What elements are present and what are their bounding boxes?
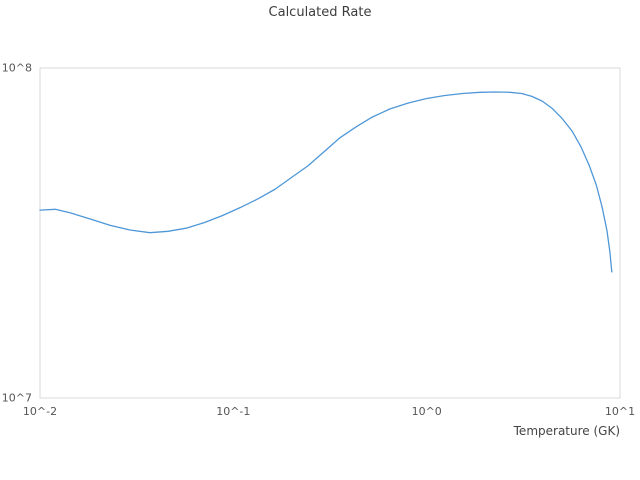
plot-border: [39, 67, 621, 399]
x-tick-label: 10^1: [604, 405, 636, 418]
x-tick-label: 10^-2: [22, 405, 58, 418]
chart-title: Calculated Rate: [268, 5, 372, 20]
rate-curve: [39, 91, 613, 273]
x-axis-label: Temperature (GK): [513, 424, 620, 438]
x-tick-label: 10^0: [411, 405, 442, 418]
y-tick-label: 10^8: [1, 61, 32, 75]
x-tick-label: 10^-1: [216, 405, 251, 418]
y-tick-label: 10^7: [1, 391, 32, 405]
